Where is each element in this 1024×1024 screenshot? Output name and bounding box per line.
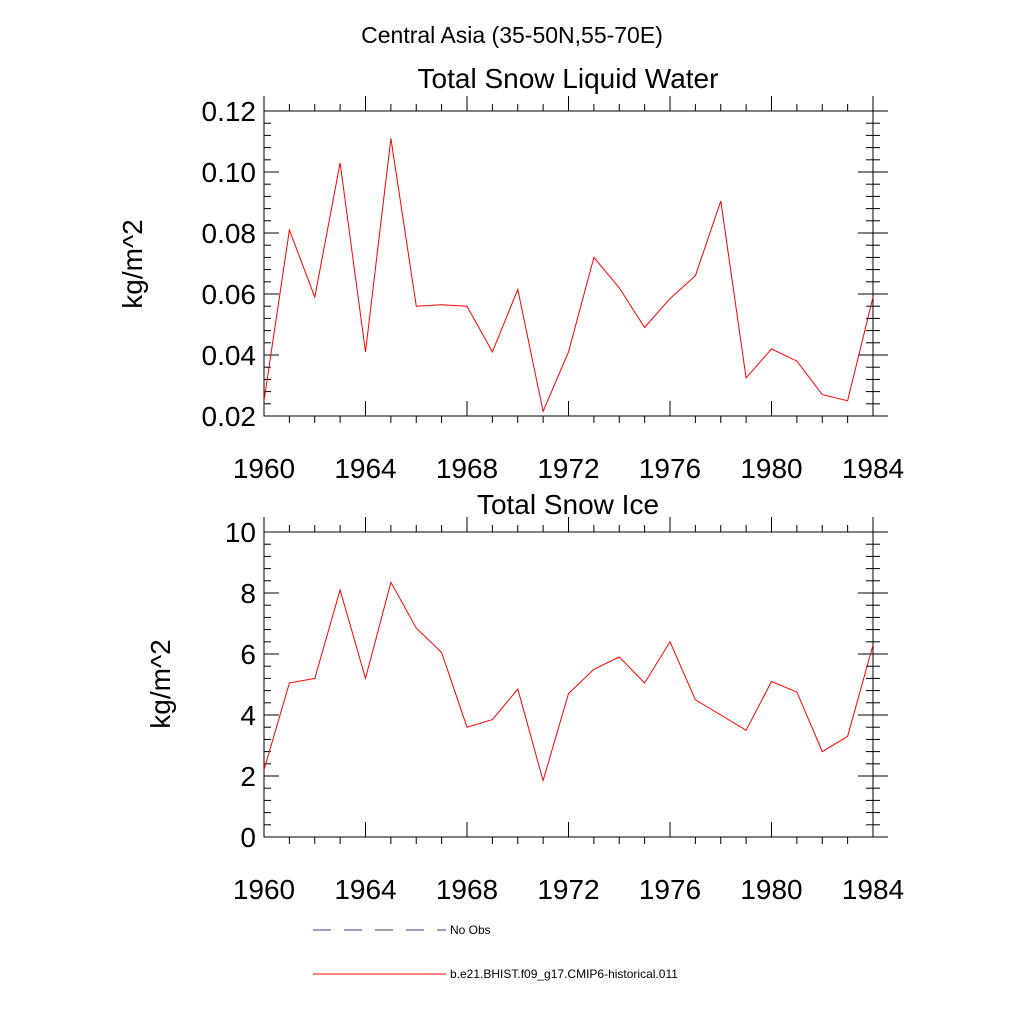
y-tick-label: 0.06 — [202, 279, 257, 310]
x-tick-label: 1960 — [233, 874, 295, 905]
panel-top-plot: 1960 1964 1968 1972 1976 1980 1984 0.02 0.04 0.06… — [202, 96, 904, 484]
x-tick-label: 1968 — [436, 453, 498, 484]
y-tick-label: 0.12 — [202, 96, 257, 127]
panel-top: Total Snow Liquid Water kg/m^2 1960 1964 1… — [117, 63, 904, 484]
panel-bottom: Total Snow Ice kg/m^2 1960 1964 1968 1972 19… — [145, 489, 904, 905]
y-tick-label: 4 — [240, 700, 256, 731]
series-line — [263, 138, 874, 414]
y-tick-label: 6 — [240, 639, 256, 670]
legend-model-label: b.e21.BHIST.f09_g17.CMIP6-historical.011 — [450, 967, 678, 981]
panel-bottom-plot: 1960 1964 1968 1972 1976 1980 1984 0 2 4 6 8 10 — [225, 517, 904, 905]
y-tick-label: 8 — [240, 578, 256, 609]
y-tick-label: 0 — [240, 822, 256, 853]
series-line — [263, 580, 874, 783]
x-tick-label: 1964 — [334, 874, 396, 905]
x-tick-label: 1984 — [842, 453, 904, 484]
x-tick-label: 1968 — [436, 874, 498, 905]
y-tick-label: 0.08 — [202, 218, 257, 249]
panel-bottom-title: Total Snow Ice — [477, 489, 659, 520]
panel-top-ylabel: kg/m^2 — [117, 219, 148, 308]
figure-supertitle: Central Asia (35-50N,55-70E) — [361, 22, 663, 48]
plot-frame — [263, 110, 874, 417]
x-tick-label: 1980 — [740, 453, 802, 484]
x-tick-label: 1964 — [334, 453, 396, 484]
y-tick-label: 2 — [240, 761, 256, 792]
legend: No Obs b.e21.BHIST.f09_g17.CMIP6-histori… — [313, 923, 678, 981]
x-tick-label: 1976 — [639, 874, 701, 905]
y-tick-label: 0.10 — [202, 157, 257, 188]
panel-bottom-ylabel: kg/m^2 — [145, 639, 176, 728]
y-tick-label: 0.04 — [202, 340, 257, 371]
x-tick-label: 1976 — [639, 453, 701, 484]
legend-no-obs-label: No Obs — [450, 923, 491, 937]
x-tick-label: 1960 — [233, 453, 295, 484]
y-tick-label: 0.02 — [202, 401, 257, 432]
panel-top-title: Total Snow Liquid Water — [418, 63, 719, 94]
x-tick-label: 1972 — [537, 874, 599, 905]
x-tick-label: 1972 — [537, 453, 599, 484]
plot-frame — [263, 531, 874, 838]
y-tick-label: 10 — [225, 517, 256, 548]
x-tick-label: 1984 — [842, 874, 904, 905]
x-tick-label: 1980 — [740, 874, 802, 905]
